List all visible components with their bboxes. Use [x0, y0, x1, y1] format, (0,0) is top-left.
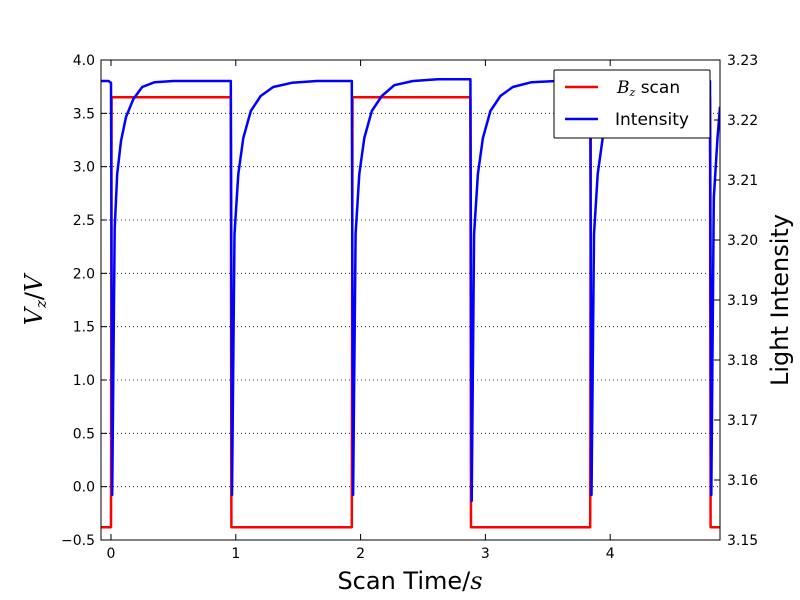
x-tick-label-0: 0 [107, 546, 116, 562]
y-left-tick-label-3: 1.0 [73, 373, 95, 389]
legend-label-intensity: Intensity [615, 110, 689, 130]
y-right-tick-label-3: 3.18 [727, 353, 758, 369]
y-right-tick-label-0: 3.15 [727, 533, 758, 549]
y-right-tick-label-4: 3.19 [727, 293, 758, 309]
x-tick-label-1: 1 [231, 546, 240, 562]
y-right-tick-label-7: 3.22 [727, 113, 758, 129]
y-left-tick-label-8: 3.5 [73, 106, 95, 122]
x-tick-label-4: 4 [606, 546, 615, 562]
legend: Bz scan Intensity [553, 69, 711, 139]
y-right-tick-label-1: 3.16 [727, 473, 758, 489]
y-right-tick-label-2: 3.17 [727, 413, 758, 429]
y-right-tick-label-6: 3.21 [727, 173, 758, 189]
y-right-tick-label-8: 3.23 [727, 53, 758, 69]
y-left-tick-label-9: 4.0 [73, 53, 95, 69]
x-axis-title: Scan Time/s [337, 567, 482, 595]
y-left-tick-label-6: 2.5 [73, 213, 95, 229]
y-left-axis-title: Vz/V [20, 272, 50, 325]
y-left-tick-label-0: −0.5 [61, 533, 95, 549]
ticks: 0 1 2 3 4 −0.5 0.0 0.5 1.0 1.5 2.0 2.5 3.0 3.5 4.0 3.15… [61, 53, 758, 562]
y-left-tick-label-5: 2.0 [73, 266, 95, 282]
y-left-tick-label-2: 0.5 [73, 426, 95, 442]
y-left-tick-label-1: 0.0 [73, 480, 95, 496]
legend-label-bz-scan: Bz scan [616, 78, 680, 99]
x-tick-label-2: 2 [356, 546, 365, 562]
y-left-tick-label-4: 1.5 [73, 320, 95, 336]
y-right-axis-title: Light Intensity [766, 214, 794, 386]
x-tick-label-3: 3 [481, 546, 490, 562]
y-right-tick-label-5: 3.20 [727, 233, 758, 249]
y-left-tick-label-7: 3.0 [73, 160, 95, 176]
plot-area [101, 60, 720, 540]
